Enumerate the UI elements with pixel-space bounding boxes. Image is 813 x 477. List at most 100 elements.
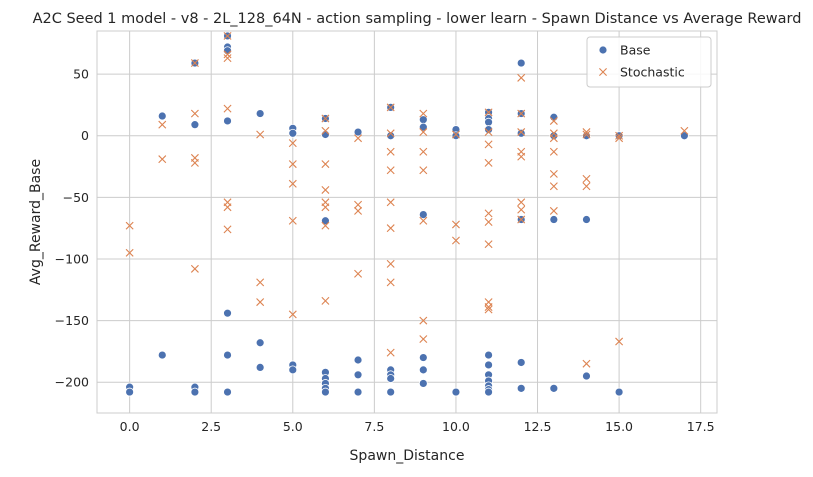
data-point-base [157,350,167,360]
data-point-stochastic [484,303,493,312]
data-point-base [223,387,232,397]
data-point-stochastic [321,203,330,212]
data-point-stochastic [549,169,558,178]
data-point-stochastic [223,50,232,59]
legend-label-stochastic: Stochastic [620,65,685,80]
data-point-stochastic [484,108,493,117]
data-point-stochastic [386,198,395,207]
data-point-stochastic [223,54,232,63]
data-point-base [125,387,135,397]
grid-lines [97,31,717,413]
data-point-stochastic [484,128,493,137]
legend-marker-base [598,45,608,55]
legend-box [586,36,712,88]
data-point-stochastic [386,348,395,357]
data-point-base [255,363,265,372]
y-tick-label: −50 [63,190,89,205]
data-point-base [418,210,428,220]
data-point-stochastic [256,130,265,139]
data-point-stochastic [582,182,591,191]
data-point-base [582,215,591,224]
x-tick-label: 15.0 [605,419,633,434]
x-tick-label: 5.0 [283,419,303,434]
data-point-stochastic [680,126,689,135]
data-point-stochastic [615,337,624,346]
data-point-base [255,109,265,118]
data-point-base [418,122,428,132]
data-point-base [353,370,363,380]
x-tick-label: 7.5 [364,419,384,434]
data-point-stochastic [582,130,591,139]
data-point-base [484,387,493,397]
data-point-base [321,130,330,139]
data-point-stochastic [158,155,167,164]
data-point-stochastic [549,116,558,125]
data-point-stochastic [223,203,232,212]
x-tick-label: 10.0 [442,419,470,434]
data-point-stochastic [223,31,232,40]
data-point-base [549,383,559,393]
data-point-stochastic [386,129,395,138]
data-point-stochastic [288,160,297,169]
data-point-base [288,365,298,375]
x-tick-label: 2.5 [201,419,221,434]
data-point-base [549,131,559,141]
data-point-stochastic [451,220,460,229]
data-point-stochastic [549,134,558,143]
data-point-stochastic [256,298,265,307]
data-point-base [321,387,330,397]
data-point-base [223,308,232,318]
data-point-stochastic [419,216,428,225]
data-point-stochastic [549,206,558,215]
x-tick-label: 0.0 [120,419,140,434]
data-point-stochastic [321,185,330,194]
data-point-base [484,350,493,360]
y-tick-label: 50 [73,67,89,82]
data-point-base [321,216,330,226]
x-axis-ticks: 0.0 2.5 5.0 7.5 10.0 12.5 15.0 17.5 [120,419,715,434]
x-axis-label: Spawn_Distance [350,448,465,464]
data-point-base [484,117,493,127]
data-point-stochastic [288,179,297,188]
data-point-stochastic [582,128,591,137]
plot-frame [96,30,718,414]
data-point-stochastic [190,109,199,118]
data-point-base [223,116,232,126]
data-point-stochastic [615,134,624,143]
y-axis-ticks: −200 −150 −100 −50 0 50 [55,67,89,390]
data-point-stochastic [451,236,460,245]
data-point-stochastic [223,225,232,234]
data-point-stochastic [419,166,428,175]
data-point-stochastic [158,120,167,129]
data-point-stochastic [190,158,199,167]
data-point-base [614,387,624,397]
data-point-stochastic [288,216,297,225]
data-point-stochastic [223,104,232,113]
data-point-base [484,360,493,370]
data-point-base [516,383,526,393]
data-point-stochastic [321,114,330,123]
data-point-base [582,371,591,381]
data-point-base [353,127,363,137]
data-point-stochastic [190,264,199,273]
data-point-stochastic [386,147,395,156]
y-tick-label: −200 [55,375,89,390]
data-point-base [353,387,363,397]
data-point-stochastic [321,296,330,305]
data-point-stochastic [615,131,624,140]
y-tick-label: −100 [55,251,89,266]
data-point-base [288,128,298,138]
data-point-stochastic [517,73,526,82]
data-point-stochastic [517,152,526,161]
data-point-stochastic [125,248,134,257]
legend: Base Stochastic [586,36,712,88]
data-point-base [549,112,559,122]
data-point-stochastic [582,174,591,183]
data-point-base [190,387,200,397]
data-point-stochastic [517,205,526,214]
data-point-stochastic [517,109,526,118]
data-point-stochastic [517,215,526,224]
data-point-stochastic [484,158,493,167]
